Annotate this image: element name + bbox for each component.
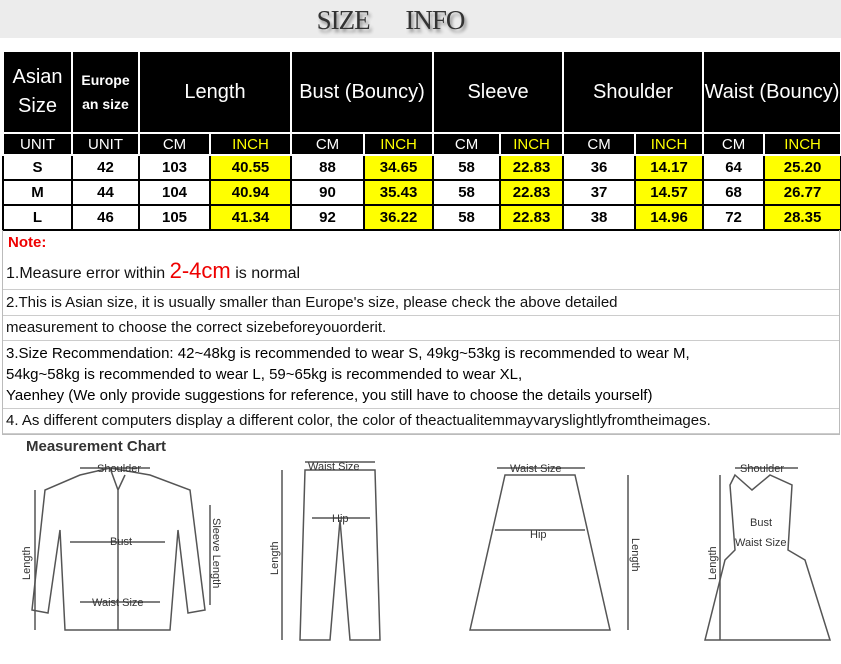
table-cell: 28.35 <box>763 204 841 231</box>
table-cell: 40.94 <box>208 179 293 206</box>
unit-cell: UNIT <box>2 132 73 156</box>
notes-section: Note: 1.Measure error within 2-4cm is no… <box>2 230 840 435</box>
note-2b: measurement to choose the correct sizebe… <box>3 316 839 341</box>
table-cell: 42 <box>71 154 140 181</box>
unit-cell: INCH <box>363 132 435 156</box>
table-cell: 26.77 <box>763 179 841 206</box>
table-row: S 42 103 40.55 88 34.65 58 22.83 36 14.17 64 25.20 <box>2 154 841 181</box>
table-cell: 72 <box>702 204 766 231</box>
table-row: L 46 105 41.34 92 36.22 58 22.83 38 14.96 72 28.35 <box>2 204 841 231</box>
table-cell: 64 <box>702 154 766 181</box>
table-cell: 104 <box>138 179 211 206</box>
table-cell: L <box>2 204 73 231</box>
table-cell: 103 <box>138 154 211 181</box>
unit-cell: INCH <box>208 132 293 156</box>
unit-cell: CM <box>432 132 502 156</box>
note-1-highlight: 2-4cm <box>169 258 231 283</box>
note-3b: 54kg~58kg is recommended to wear L, 59~6… <box>6 366 523 383</box>
table-cell: S <box>2 154 73 181</box>
note-2a: 2.This is Asian size, it is usually smal… <box>3 290 839 316</box>
shirt-shoulder-label: Shoulder <box>97 463 141 475</box>
skirt-diagram: Waist Size Hip Length <box>469 463 641 631</box>
table-cell: 41.34 <box>208 204 293 231</box>
table-cell: 35.43 <box>363 179 435 206</box>
skirt-waist-label: Waist Size <box>510 463 562 475</box>
table-cell: 22.83 <box>499 154 565 181</box>
shirt-bust-label: Bust <box>110 536 132 548</box>
header-europe-size: Europe an size <box>71 52 140 134</box>
table-cell: 22.83 <box>499 204 565 231</box>
note-1-text: 1.Measure error within <box>6 265 170 282</box>
table-cell: 58 <box>432 154 502 181</box>
unit-cell: INCH <box>763 132 841 156</box>
table-row: M 44 104 40.94 90 35.43 58 22.83 37 14.57 68 26.77 <box>2 179 841 206</box>
unit-cell: CM <box>562 132 637 156</box>
note-1-end: is normal <box>230 265 301 282</box>
shirt-length-label: Length <box>21 546 33 580</box>
table-cell: 14.57 <box>634 179 705 206</box>
dress-bust-label: Bust <box>750 517 772 529</box>
note-4: 4. As different computers display a diff… <box>3 409 839 434</box>
table-cell: 34.65 <box>363 154 435 181</box>
table-cell: 92 <box>290 204 366 231</box>
measurement-chart: Measurement Chart Shoulder Bust Waist Si… <box>0 430 841 664</box>
header-row: Asian Size Europe an size Length Bust (B… <box>2 52 841 134</box>
unit-cell: CM <box>138 132 211 156</box>
table-cell: 14.96 <box>634 204 705 231</box>
table-cell: 25.20 <box>763 154 841 181</box>
table-cell: 38 <box>562 204 637 231</box>
shirt-sleeve-label: Sleeve Length <box>210 518 222 588</box>
header-waist: Waist (Bouncy) <box>702 52 841 134</box>
table-cell: 58 <box>432 179 502 206</box>
table-cell: 90 <box>290 179 366 206</box>
unit-cell: INCH <box>634 132 705 156</box>
table-cell: 58 <box>432 204 502 231</box>
unit-cell: UNIT <box>71 132 140 156</box>
pants-hip-label: Hip <box>332 513 349 525</box>
unit-cell: CM <box>290 132 366 156</box>
page-title: SIZE INFO <box>0 0 841 38</box>
unit-row: UNIT UNIT CM INCH CM INCH CM INCH CM INCH CM INCH <box>2 132 841 156</box>
table-cell: M <box>2 179 73 206</box>
dress-length-label: Length <box>707 546 719 580</box>
shirt-diagram: Shoulder Bust Waist Size Length Sleeve L… <box>21 463 222 631</box>
unit-cell: CM <box>702 132 766 156</box>
table-cell: 88 <box>290 154 366 181</box>
table-cell: 22.83 <box>499 179 565 206</box>
skirt-hip-label: Hip <box>530 529 547 541</box>
header-sleeve: Sleeve <box>432 52 565 134</box>
table-cell: 36.22 <box>363 204 435 231</box>
chart-title: Measurement Chart <box>26 438 167 455</box>
pants-length-label: Length <box>269 541 281 575</box>
header-length: Length <box>137 52 293 134</box>
skirt-length-label: Length <box>629 538 641 572</box>
note-1: 1.Measure error within 2-4cm is normal <box>3 256 839 290</box>
table-cell: 105 <box>138 204 211 231</box>
header-asian-size: Asian Size <box>2 52 73 134</box>
table-cell: 68 <box>702 179 766 206</box>
table-cell: 40.55 <box>208 154 293 181</box>
unit-cell: INCH <box>499 132 565 156</box>
header-bust: Bust (Bouncy) <box>290 52 435 134</box>
table-cell: 14.17 <box>634 154 705 181</box>
table-cell: 44 <box>71 179 140 206</box>
table-cell: 46 <box>71 204 140 231</box>
dress-shoulder-label: Shoulder <box>740 463 784 475</box>
shirt-waist-label: Waist Size <box>92 597 144 609</box>
dress-waist-label: Waist Size <box>735 537 787 549</box>
header-shoulder: Shoulder <box>562 52 705 134</box>
note-3c: Yaenhey (We only provide suggestions for… <box>6 387 653 404</box>
pants-waist-label: Waist Size <box>308 461 360 473</box>
note-heading: Note: <box>8 234 47 251</box>
dress-diagram: Shoulder Bust Waist Size Length <box>704 463 832 641</box>
table-cell: 36 <box>562 154 637 181</box>
note-3a: 3.Size Recommendation: 42~48kg is recomm… <box>6 345 690 362</box>
table-cell: 37 <box>562 179 637 206</box>
size-table: Asian Size Europe an size Length Bust (B… <box>2 52 841 231</box>
pants-diagram: Waist Size Hip Length <box>269 461 381 641</box>
